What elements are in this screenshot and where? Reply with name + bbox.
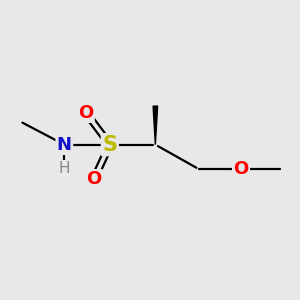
Text: S: S <box>102 135 117 155</box>
Polygon shape <box>153 106 158 145</box>
Text: N: N <box>57 136 72 154</box>
Text: O: O <box>86 170 101 188</box>
Text: O: O <box>233 160 249 178</box>
Text: H: H <box>58 161 70 176</box>
Text: O: O <box>78 103 93 122</box>
